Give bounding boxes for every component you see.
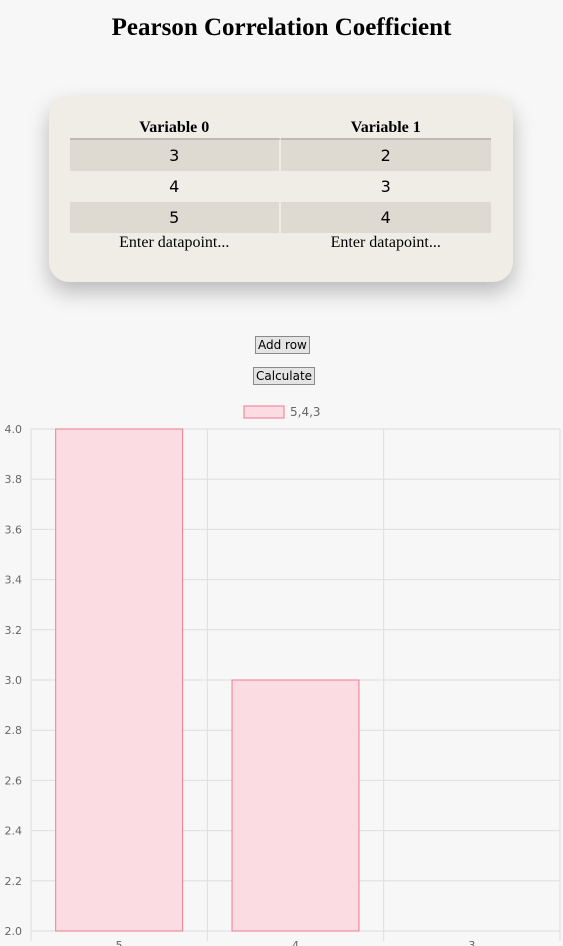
y-tick-label: 2.2: [5, 875, 23, 888]
legend-label: 5,4,3: [290, 405, 321, 419]
table-cell[interactable]: 4: [70, 171, 281, 202]
y-tick-label: 2.6: [5, 774, 23, 787]
x-tick-label: 3: [468, 939, 475, 946]
column-header-variable-0: Variable 0: [70, 116, 281, 140]
calculate-button[interactable]: Calculate: [253, 367, 316, 385]
data-table: Variable 0 Variable 1 3 2 4 3 5 4 Enter …: [70, 116, 491, 260]
y-tick-label: 3.0: [5, 674, 23, 687]
y-tick-label: 4.0: [5, 423, 23, 436]
table-row: 4 3: [70, 171, 491, 202]
datapoint-input-variable-1[interactable]: Enter datapoint...: [330, 234, 441, 251]
legend-swatch: [243, 405, 285, 419]
y-tick-label: 3.2: [5, 624, 23, 637]
table-cell[interactable]: 5: [70, 202, 281, 233]
y-tick-label: 3.6: [5, 523, 23, 536]
y-tick-label: 2.4: [5, 825, 23, 838]
table-cell[interactable]: 2: [280, 140, 491, 171]
y-tick-label: 3.4: [5, 574, 23, 587]
table-cell[interactable]: 3: [380, 177, 391, 196]
bar: [231, 679, 360, 932]
page-title: Pearson Correlation Coefficient: [111, 14, 452, 41]
y-tick-label: 2.8: [5, 724, 23, 737]
table-cell[interactable]: 4: [280, 202, 491, 233]
entry-row: Enter datapoint... Enter datapoint...: [70, 233, 491, 260]
bar-chart: 5,4,3 4.0 3.8 3.6 3.4 3.2 3.0 2.8 2.6 2.4 2.2 2.0 5 4…: [5, 405, 561, 946]
add-row-button[interactable]: Add row: [255, 336, 310, 354]
x-tick-label: 4: [292, 939, 299, 946]
table-row: 3 2: [70, 140, 491, 171]
column-header-variable-1: Variable 1: [280, 116, 491, 140]
y-tick-label: 3.8: [5, 473, 23, 486]
bar: [55, 428, 184, 932]
data-table-card: Variable 0 Variable 1 3 2 4 3 5 4 Enter …: [49, 96, 513, 282]
y-tick-label: 2.0: [5, 925, 23, 938]
x-tick-label: 5: [116, 939, 123, 946]
table-cell[interactable]: 3: [70, 140, 281, 171]
datapoint-input-variable-0[interactable]: Enter datapoint...: [70, 233, 281, 260]
table-row: 5 4: [70, 202, 491, 233]
